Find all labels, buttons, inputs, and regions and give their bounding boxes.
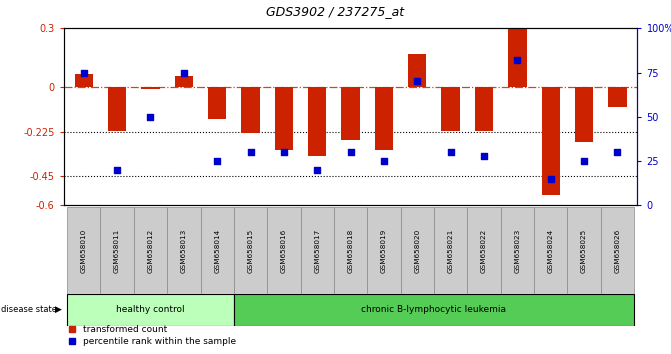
Bar — [201, 207, 234, 294]
Bar — [442, 87, 460, 131]
Bar — [234, 207, 267, 294]
Point — [278, 149, 289, 155]
Bar — [534, 207, 568, 294]
Bar — [601, 207, 634, 294]
Text: GSM658012: GSM658012 — [148, 228, 154, 273]
Bar — [475, 87, 493, 131]
Point — [546, 176, 556, 182]
Text: chronic B-lymphocytic leukemia: chronic B-lymphocytic leukemia — [362, 305, 507, 314]
Text: GSM658013: GSM658013 — [180, 228, 187, 273]
Bar — [242, 87, 260, 132]
Bar — [301, 207, 334, 294]
Bar — [334, 207, 367, 294]
Text: GSM658019: GSM658019 — [381, 228, 387, 273]
Bar — [134, 207, 167, 294]
Bar — [274, 87, 293, 150]
Bar — [267, 207, 301, 294]
Point — [378, 158, 389, 164]
Bar — [342, 87, 360, 141]
Text: GSM658015: GSM658015 — [248, 228, 254, 273]
Text: GSM658026: GSM658026 — [615, 228, 621, 273]
Bar — [401, 207, 434, 294]
Point — [412, 79, 423, 84]
Text: GDS3902 / 237275_at: GDS3902 / 237275_at — [266, 5, 405, 18]
Point — [245, 149, 256, 155]
Point — [79, 70, 89, 75]
Text: GSM658017: GSM658017 — [314, 228, 320, 273]
Text: GSM658016: GSM658016 — [281, 228, 287, 273]
Bar — [434, 207, 467, 294]
Point — [446, 149, 456, 155]
Text: disease state: disease state — [1, 305, 56, 314]
Bar — [408, 54, 427, 87]
Point — [345, 149, 356, 155]
Point — [145, 114, 156, 120]
Bar — [508, 28, 527, 87]
Point — [478, 153, 489, 159]
Text: GSM658011: GSM658011 — [114, 228, 120, 273]
Bar — [174, 75, 193, 87]
Text: GSM658021: GSM658021 — [448, 228, 454, 273]
Bar — [234, 294, 634, 326]
Text: GSM658023: GSM658023 — [515, 228, 521, 273]
Text: GSM658018: GSM658018 — [348, 228, 354, 273]
Bar — [367, 207, 401, 294]
Point — [612, 149, 623, 155]
Point — [178, 70, 189, 75]
Bar — [501, 207, 534, 294]
Point — [212, 158, 223, 164]
Text: healthy control: healthy control — [116, 305, 185, 314]
Point — [578, 158, 589, 164]
Bar — [208, 87, 226, 119]
Text: ▶: ▶ — [55, 305, 62, 314]
Text: GSM658024: GSM658024 — [548, 228, 554, 273]
Bar — [101, 207, 134, 294]
Bar — [575, 87, 593, 142]
Bar — [568, 207, 601, 294]
Bar — [167, 207, 201, 294]
Text: GSM658020: GSM658020 — [414, 228, 420, 273]
Point — [312, 167, 323, 173]
Bar — [375, 87, 393, 150]
Text: GSM658025: GSM658025 — [581, 228, 587, 273]
Point — [112, 167, 123, 173]
Text: GSM658014: GSM658014 — [214, 228, 220, 273]
Bar — [308, 87, 326, 156]
Text: GSM658022: GSM658022 — [481, 228, 487, 273]
Bar — [541, 87, 560, 195]
Bar — [74, 74, 93, 87]
Point — [512, 57, 523, 63]
Legend: transformed count, percentile rank within the sample: transformed count, percentile rank withi… — [65, 321, 240, 349]
Bar — [609, 87, 627, 107]
Text: GSM658010: GSM658010 — [81, 228, 87, 273]
Bar — [67, 294, 234, 326]
Bar — [67, 207, 101, 294]
Bar — [108, 87, 126, 131]
Bar — [467, 207, 501, 294]
Bar — [142, 87, 160, 89]
